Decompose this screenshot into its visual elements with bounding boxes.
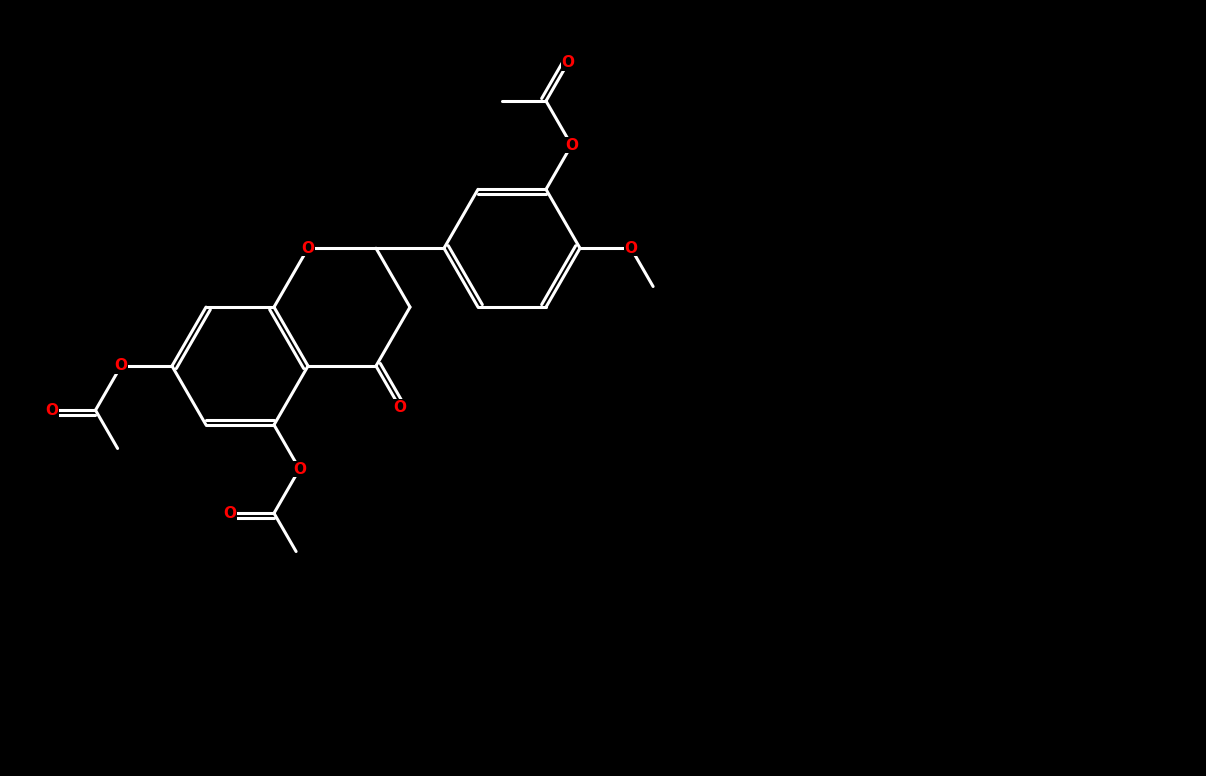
Text: O: O xyxy=(564,137,578,153)
Text: O: O xyxy=(393,400,406,414)
Text: O: O xyxy=(223,506,236,521)
Text: O: O xyxy=(115,359,128,373)
Text: O: O xyxy=(562,55,574,70)
Text: O: O xyxy=(302,241,315,256)
Text: O: O xyxy=(45,403,58,417)
Text: O: O xyxy=(293,462,306,476)
Text: O: O xyxy=(625,241,638,256)
